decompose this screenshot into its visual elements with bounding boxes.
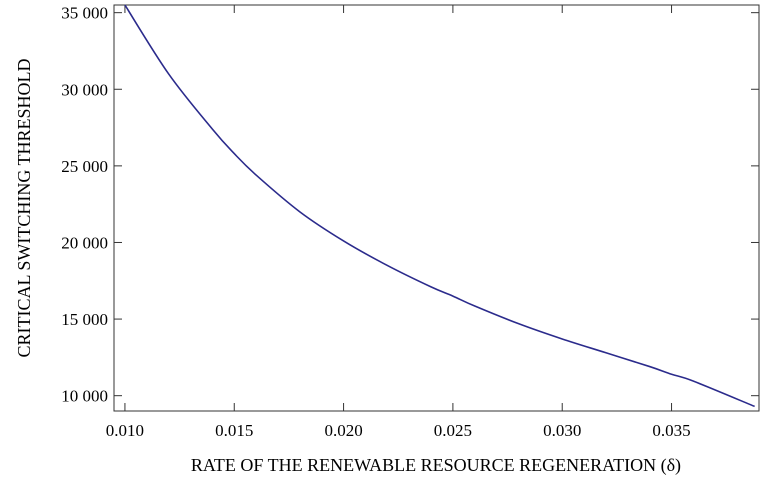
y-tick-label: 30 000	[61, 80, 108, 99]
series-line	[124, 4, 755, 408]
x-tick-label: 0.020	[324, 421, 362, 440]
x-tick-label: 0.015	[215, 421, 253, 440]
y-tick-label: 10 000	[61, 387, 108, 406]
x-tick-label: 0.025	[434, 421, 472, 440]
x-axis-label: RATE OF THE RENEWABLE RESOURCE REGENERAT…	[191, 455, 681, 476]
y-tick-label: 15 000	[61, 310, 108, 329]
y-tick-label: 25 000	[61, 157, 108, 176]
x-axis-ticks: 0.010 0.015 0.020 0.025 0.030 0.035	[106, 5, 691, 440]
x-tick-label: 0.010	[106, 421, 144, 440]
y-axis-label: CRITICAL SWITCHING THRESHOLD	[14, 59, 34, 358]
x-tick-label: 0.035	[652, 421, 690, 440]
y-tick-label: 35 000	[61, 4, 108, 23]
y-tick-label: 20 000	[61, 233, 108, 252]
x-tick-label: 0.030	[543, 421, 581, 440]
plot-frame	[113, 4, 760, 412]
y-axis-ticks: 10 000 15 000 20 000 25 000 30 000 35 000	[61, 4, 759, 406]
